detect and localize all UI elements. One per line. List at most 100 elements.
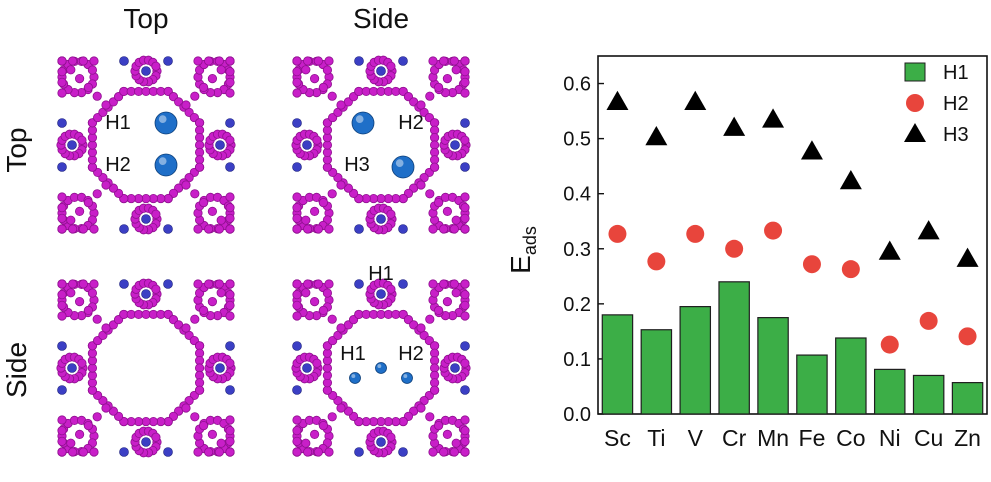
linker-atom — [141, 289, 151, 299]
point-h2 — [608, 224, 627, 243]
bar-h1 — [679, 306, 712, 415]
x-tick-label: Fe — [799, 425, 826, 451]
linker-atom — [163, 56, 173, 66]
x-tick-label: Ni — [879, 425, 901, 451]
y-axis-title: Eads — [505, 226, 540, 274]
framework-cell — [56, 55, 236, 235]
x-tick-label: Cr — [722, 425, 747, 451]
linker-atom — [225, 341, 235, 351]
linker-atom — [460, 118, 470, 128]
site-label: H2 — [398, 343, 424, 365]
framework-cell — [291, 55, 471, 235]
point-h3 — [800, 140, 823, 160]
y-tick-label: 0.5 — [563, 129, 591, 151]
y-axis: 0.0 0.1 0.2 0.3 0.4 0.5 0.6 — [563, 74, 604, 426]
point-h3 — [956, 247, 979, 267]
structure-panel: Top Side Top Side H1 H2 H2 H3 H1 H1 H2 — [1, 3, 471, 458]
site-label: H1 — [105, 112, 131, 134]
site-label: H1 — [368, 263, 394, 285]
point-h2 — [647, 252, 666, 271]
linker-atom — [292, 341, 302, 351]
point-h3 — [762, 108, 785, 128]
linker-atom — [376, 214, 386, 224]
legend-swatch-h3 — [904, 123, 926, 142]
point-h3 — [684, 90, 707, 110]
point-h2 — [725, 239, 744, 258]
point-h2 — [841, 260, 860, 279]
y-tick-label: 0.0 — [563, 404, 591, 426]
linker-atom — [215, 363, 225, 373]
point-h3 — [606, 90, 629, 110]
framework-cell — [56, 278, 236, 458]
adsorbate-sphere — [375, 362, 387, 374]
y-tick-label: 0.6 — [563, 74, 591, 96]
point-h2 — [958, 327, 977, 346]
adsorbate-sphere — [351, 111, 375, 135]
x-tick-label: Cu — [914, 425, 943, 451]
y-tick-label: 0.4 — [563, 184, 591, 206]
linker-atom — [57, 385, 67, 395]
y-axis-title-sub: ads — [520, 226, 540, 255]
linker-atom — [141, 66, 151, 76]
linker-atom — [225, 118, 235, 128]
series-h2-points — [608, 221, 977, 354]
linker-atom — [398, 447, 408, 457]
linker-atom — [376, 66, 386, 76]
linker-atom — [354, 447, 364, 457]
point-h2 — [919, 311, 938, 330]
linker-atom — [292, 162, 302, 172]
bar-h1 — [912, 374, 945, 415]
linker-atom — [302, 363, 312, 373]
linker-atom — [460, 162, 470, 172]
row-label-side: Side — [1, 342, 32, 398]
adsorbate-sphere — [154, 153, 178, 177]
linker-atom — [450, 140, 460, 150]
linker-atom — [119, 279, 129, 289]
adsorbate-group: H1 H1 H2 — [340, 263, 424, 384]
point-h2 — [764, 221, 783, 240]
linker-atom — [225, 162, 235, 172]
x-tick-label: Mn — [757, 425, 789, 451]
point-h3 — [839, 170, 862, 190]
linker-atom — [141, 437, 151, 447]
linker-atom — [67, 363, 77, 373]
linker-atom — [292, 385, 302, 395]
x-axis: Sc Ti V Cr Mn Fe Co Ni Cu Zn — [604, 408, 981, 451]
adsorption-energy-chart: 0.0 0.1 0.2 0.3 0.4 0.5 0.6 Sc Ti V Cr Mn Fe Co Ni Cu Z… — [505, 55, 988, 451]
site-label: H2 — [398, 112, 424, 134]
linker-atom — [398, 279, 408, 289]
linker-atom — [376, 437, 386, 447]
bar-h1 — [796, 354, 828, 415]
bar-h1 — [835, 337, 867, 415]
x-tick-label: V — [688, 425, 704, 451]
linker-atom — [292, 118, 302, 128]
point-h2 — [880, 335, 899, 354]
column-label-top: Top — [123, 3, 168, 34]
point-h3 — [878, 240, 901, 260]
linker-atom — [302, 140, 312, 150]
linker-atom — [57, 118, 67, 128]
bar-h1 — [873, 368, 906, 415]
legend-label: H1 — [943, 62, 969, 84]
linker-atom — [398, 56, 408, 66]
bar-h1 — [718, 281, 750, 415]
point-h2 — [802, 255, 821, 274]
y-axis-title-main: E — [505, 255, 536, 274]
linker-atom — [450, 363, 460, 373]
adsorbate-sphere — [349, 372, 361, 384]
linker-atom — [163, 279, 173, 289]
column-label-side: Side — [353, 3, 409, 34]
linker-atom — [163, 224, 173, 234]
linker-atom — [225, 385, 235, 395]
legend-label: H2 — [943, 93, 969, 115]
plot-frame — [597, 55, 988, 415]
adsorbate-sphere — [391, 155, 415, 179]
x-tick-label: Co — [836, 425, 865, 451]
adsorbate-group: H1 H2 — [105, 111, 178, 177]
x-tick-label: Zn — [954, 425, 981, 451]
linker-atom — [67, 140, 77, 150]
bar-h1 — [601, 314, 634, 415]
point-h3 — [917, 220, 940, 240]
linker-atom — [460, 385, 470, 395]
